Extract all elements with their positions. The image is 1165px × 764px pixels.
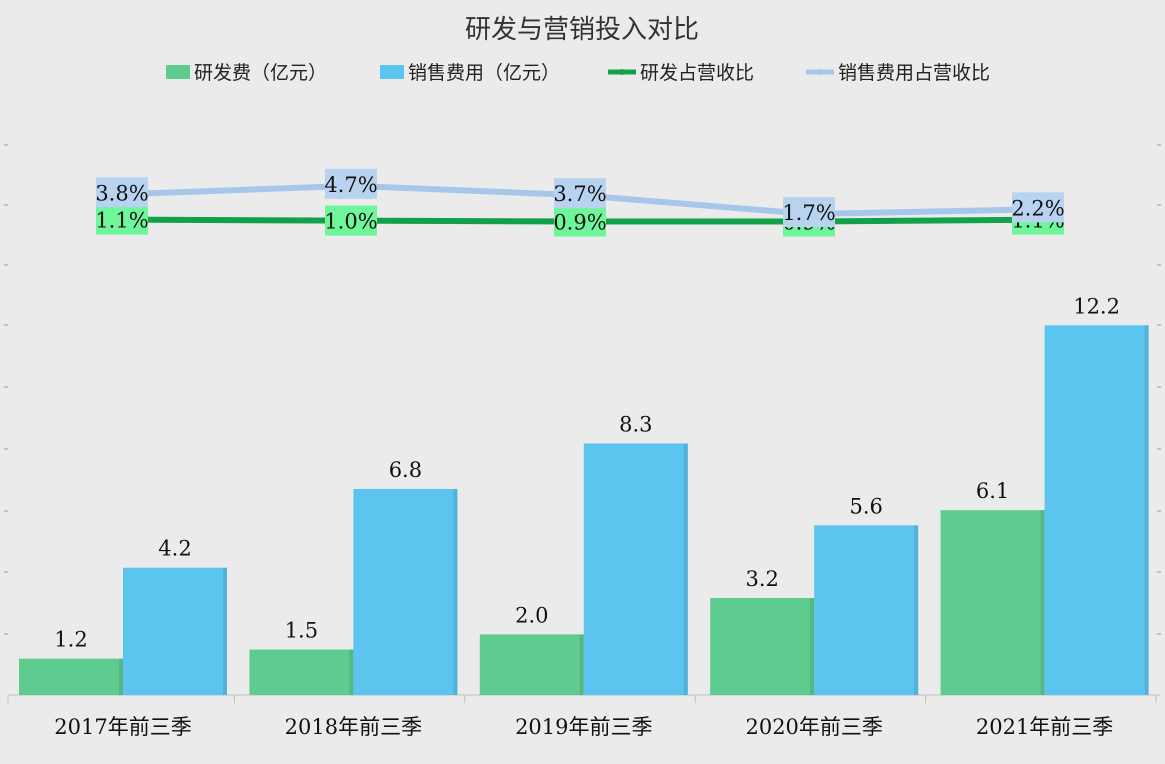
data-labels: 1.2 4.2 1.5 6.8 2.0 8.3 3.2 5.6 6.1 12.2 1.1% 1.0% 0… [54,168,1120,652]
x-tick-labels: 2017年前三季 2018年前三季 2019年前三季 2020年前三季 2021年前三季 [54,715,1113,739]
line-value-label: 2.2% [1011,196,1064,220]
x-tick-label: 2019年前三季 [515,715,652,739]
bar-value-label: 5.6 [849,494,882,518]
bar-edge [349,649,354,695]
bar-edge [683,443,688,695]
bar [1044,325,1149,695]
x-tick-label: 2018年前三季 [285,715,422,739]
bar-edge [914,525,919,695]
line-label-box [96,204,148,235]
bar-value-label: 1.2 [54,628,87,652]
line-label-box [325,168,377,199]
legend: 研发费（亿元） 销售费用（亿元） 研发占营收比 销售费用占营收比 [166,62,990,84]
legend-label: 销售费用占营收比 [838,62,990,84]
line-value-label: 1.0% [324,210,377,234]
bar-edge [579,634,584,695]
line-value-label: 3.8% [95,181,148,205]
x-tick-label: 2020年前三季 [745,715,882,739]
bar-edge [223,567,227,695]
bar-value-label: 3.2 [745,567,778,591]
line-label-box [554,178,606,209]
line-label-box [325,205,377,236]
bar-value-label: 6.1 [976,479,1009,503]
legend-label: 研发占营收比 [640,62,754,84]
bar-edge [119,658,123,695]
bar [814,525,919,695]
line-value-label: 4.7% [324,173,377,197]
bar [123,567,227,695]
line-label-box [554,206,606,237]
bar [940,510,1045,695]
line-value-label: 0.9% [553,211,606,235]
bar-value-label: 2.0 [515,603,548,627]
legend-marker [817,69,823,75]
line-value-label: 1.7% [782,201,835,225]
chart-title: 研发与营销投入对比 [465,15,699,45]
bar [19,658,123,695]
bar [249,649,354,695]
legend-swatch [380,65,404,79]
bar [479,634,584,695]
legend-label: 研发费（亿元） [194,62,327,84]
legend-marker [619,69,625,75]
legend-label: 销售费用（亿元） [408,62,560,84]
legend-swatch [166,65,190,79]
bar-edge [810,598,815,695]
bars [19,325,1149,695]
bar-value-label: 4.2 [158,537,191,561]
line-label-box [783,197,835,228]
bar-value-label: 6.8 [389,458,422,482]
line-value-label: 1.1% [95,209,148,233]
line-label-box [1012,192,1064,223]
x-tick-label: 2021年前三季 [976,715,1113,739]
bar-value-label: 8.3 [619,413,652,437]
bar-value-label: 1.5 [285,619,318,643]
bar-value-label: 12.2 [1073,294,1120,318]
bar-edge [1144,325,1149,695]
x-tick-label: 2017年前三季 [54,715,191,739]
line-value-label: 3.7% [553,182,606,206]
bar [353,488,458,695]
bar [583,443,688,695]
bar-edge [453,488,458,695]
bar-edge [1040,510,1045,695]
bar [710,598,815,695]
line-label-box [96,177,148,208]
